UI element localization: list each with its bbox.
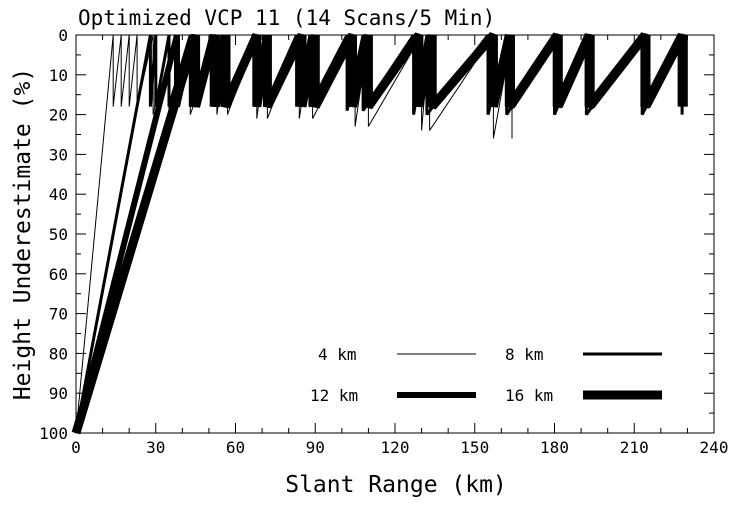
y-tick-label: 80 bbox=[49, 344, 68, 363]
x-tick-label: 120 bbox=[381, 438, 410, 457]
y-axis-label: Height Underestimate (%) bbox=[10, 68, 36, 400]
x-tick-label: 30 bbox=[146, 438, 165, 457]
y-tick-label: 20 bbox=[49, 106, 68, 125]
y-tick-label: 0 bbox=[58, 26, 68, 45]
chart-title: Optimized VCP 11 (14 Scans/5 Min) bbox=[78, 6, 495, 30]
x-tick-label: 60 bbox=[226, 438, 245, 457]
x-tick-label: 210 bbox=[620, 438, 649, 457]
x-tick-label: 150 bbox=[460, 438, 489, 457]
x-tick-label: 180 bbox=[540, 438, 569, 457]
series-line-16-km bbox=[71, 32, 687, 435]
x-tick-label: 90 bbox=[306, 438, 325, 457]
x-tick-label: 240 bbox=[700, 438, 729, 457]
series-lines bbox=[71, 32, 688, 435]
legend-label: 16 km bbox=[505, 386, 553, 405]
y-tick-label: 90 bbox=[49, 384, 68, 403]
legend-label: 12 km bbox=[310, 386, 358, 405]
legend: 4 km 8 km 12 km 16 km bbox=[310, 345, 662, 405]
y-tick-label: 60 bbox=[49, 265, 68, 284]
axis-ticks: 0 30 60 90 120 150 180 210 240 0 10 20 30 40 50 60 70 80 9… bbox=[39, 26, 728, 457]
y-tick-label: 30 bbox=[49, 145, 68, 164]
y-tick-label: 100 bbox=[39, 424, 68, 443]
x-tick-label: 0 bbox=[71, 438, 81, 457]
x-axis-label: Slant Range (km) bbox=[285, 472, 507, 498]
y-tick-label: 70 bbox=[49, 305, 68, 324]
y-tick-label: 50 bbox=[49, 225, 68, 244]
legend-label: 8 km bbox=[505, 345, 544, 364]
y-tick-label: 40 bbox=[49, 185, 68, 204]
legend-label: 4 km bbox=[318, 345, 357, 364]
y-tick-label: 10 bbox=[49, 66, 68, 85]
